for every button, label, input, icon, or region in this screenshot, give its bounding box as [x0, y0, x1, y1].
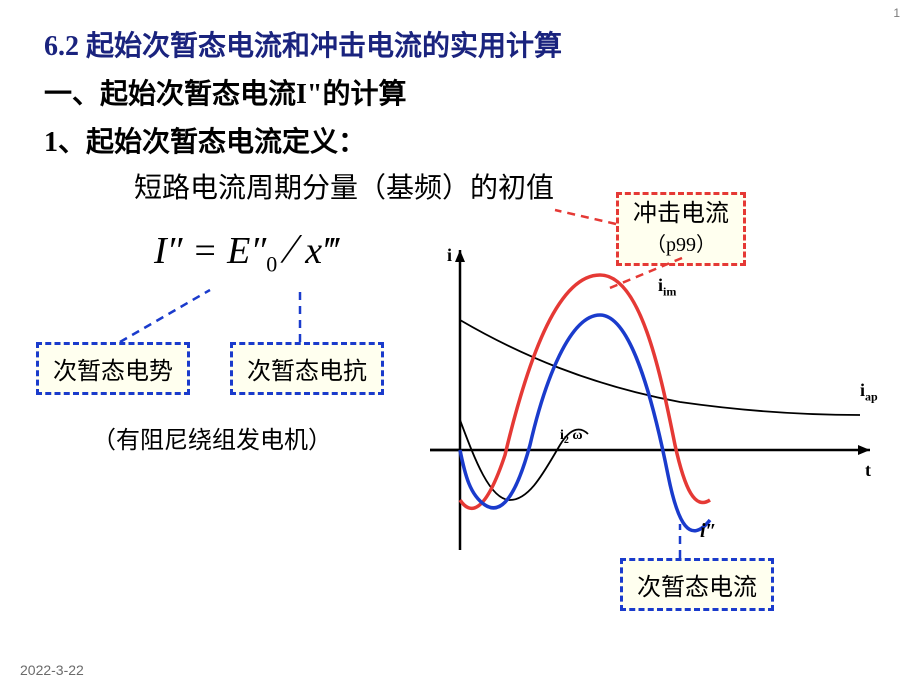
label-iap: iap	[860, 380, 878, 405]
definition-text: 短路电流周期分量（基频）的初值	[134, 166, 876, 206]
current-waveform-chart: i t iim iap i2 ω i″	[430, 250, 900, 630]
axis-label-t: t	[865, 460, 871, 481]
formula-E: E″	[227, 230, 266, 272]
generator-note: （有阻尼绕组发电机）	[92, 420, 332, 455]
axis-label-i: i	[447, 245, 452, 266]
slide-title: 6.2 起始次暂态电流和冲击电流的实用计算	[44, 24, 876, 64]
page-number: 1	[893, 6, 900, 20]
formula-x: x‴	[305, 230, 338, 272]
label-i2w: i2 ω	[560, 428, 583, 446]
section-title: 一、起始次暂态电流I"的计算	[44, 72, 876, 112]
curve-iim	[460, 275, 710, 508]
formula-slash: ⁄	[277, 227, 305, 273]
formula-eq: =	[182, 230, 227, 272]
i2w-suf: ω	[569, 428, 583, 443]
content-region: 6.2 起始次暂态电流和冲击电流的实用计算 一、起始次暂态电流I"的计算 1、起…	[0, 0, 920, 278]
annotation-reactance: 次暂态电抗	[230, 342, 384, 395]
formula-sub: 0	[266, 252, 277, 277]
iim-sub: im	[663, 285, 676, 299]
label-iim: iim	[658, 275, 676, 300]
chart-svg	[430, 250, 900, 630]
impact-line1: 冲击电流	[633, 201, 729, 227]
formula-I: I″	[154, 230, 182, 272]
label-i-doubleprime: i″	[700, 520, 717, 543]
subsection-title: 1、起始次暂态电流定义：	[44, 120, 876, 160]
iap-sub: ap	[865, 390, 878, 404]
footer-date: 2022-3-22	[20, 662, 84, 678]
curve-i-subtransient	[460, 315, 710, 531]
annotation-emf: 次暂态电势	[36, 342, 190, 395]
